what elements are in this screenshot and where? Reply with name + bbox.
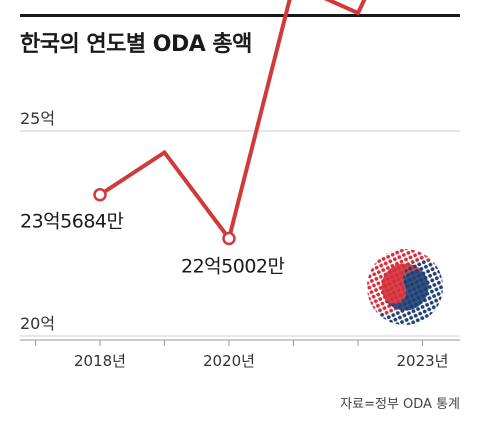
x-tick-label: 2018년 <box>74 352 126 370</box>
x-tick-label: 2020년 <box>203 352 255 370</box>
point-marker <box>222 231 236 246</box>
point-marker <box>93 187 107 202</box>
y-tick-label: 20억 <box>20 314 55 333</box>
data-label: 23억5684만 <box>20 211 124 233</box>
chart-title: 한국의 연도별 ODA 총액 <box>20 32 252 57</box>
y-tick-label: 25억 <box>20 109 55 128</box>
x-tick-label: 2023년 <box>397 352 449 370</box>
taegeuk-emblem <box>367 249 443 325</box>
data-label: 22억5002만 <box>181 255 285 277</box>
source-note: 자료=정부 ODA 통계 <box>340 397 460 412</box>
emblem-blue-core <box>383 270 429 311</box>
top-rule <box>20 14 460 17</box>
series-line <box>98 0 367 244</box>
